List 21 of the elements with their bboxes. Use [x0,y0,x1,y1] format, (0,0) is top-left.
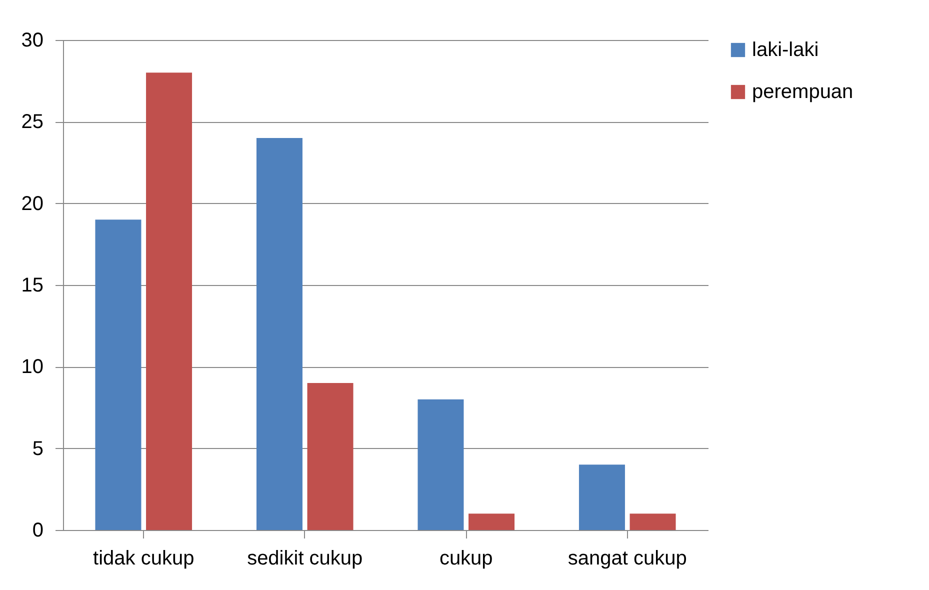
bar [256,138,302,530]
bar [418,399,464,530]
bar [630,514,676,530]
legend-label: laki-laki [752,39,819,61]
x-tick-label: sangat cukup [568,548,687,570]
legend-label: perempuan [752,81,854,103]
y-tick-label: 5 [32,438,44,460]
y-tick-label: 0 [32,520,44,542]
x-tick-label: tidak cukup [93,548,194,570]
x-tick-label: sedikit cukup [247,548,363,570]
bar [307,383,354,530]
bar [95,220,142,530]
y-tick-label: 15 [21,274,44,296]
bar [146,72,192,530]
y-tick-label: 25 [21,111,44,134]
y-tick-label: 20 [21,192,44,215]
y-tick-label: 30 [21,30,44,52]
y-tick-label: 10 [21,356,44,378]
x-tick-label: cukup [439,548,493,570]
bar [468,514,515,530]
bar [578,464,625,530]
